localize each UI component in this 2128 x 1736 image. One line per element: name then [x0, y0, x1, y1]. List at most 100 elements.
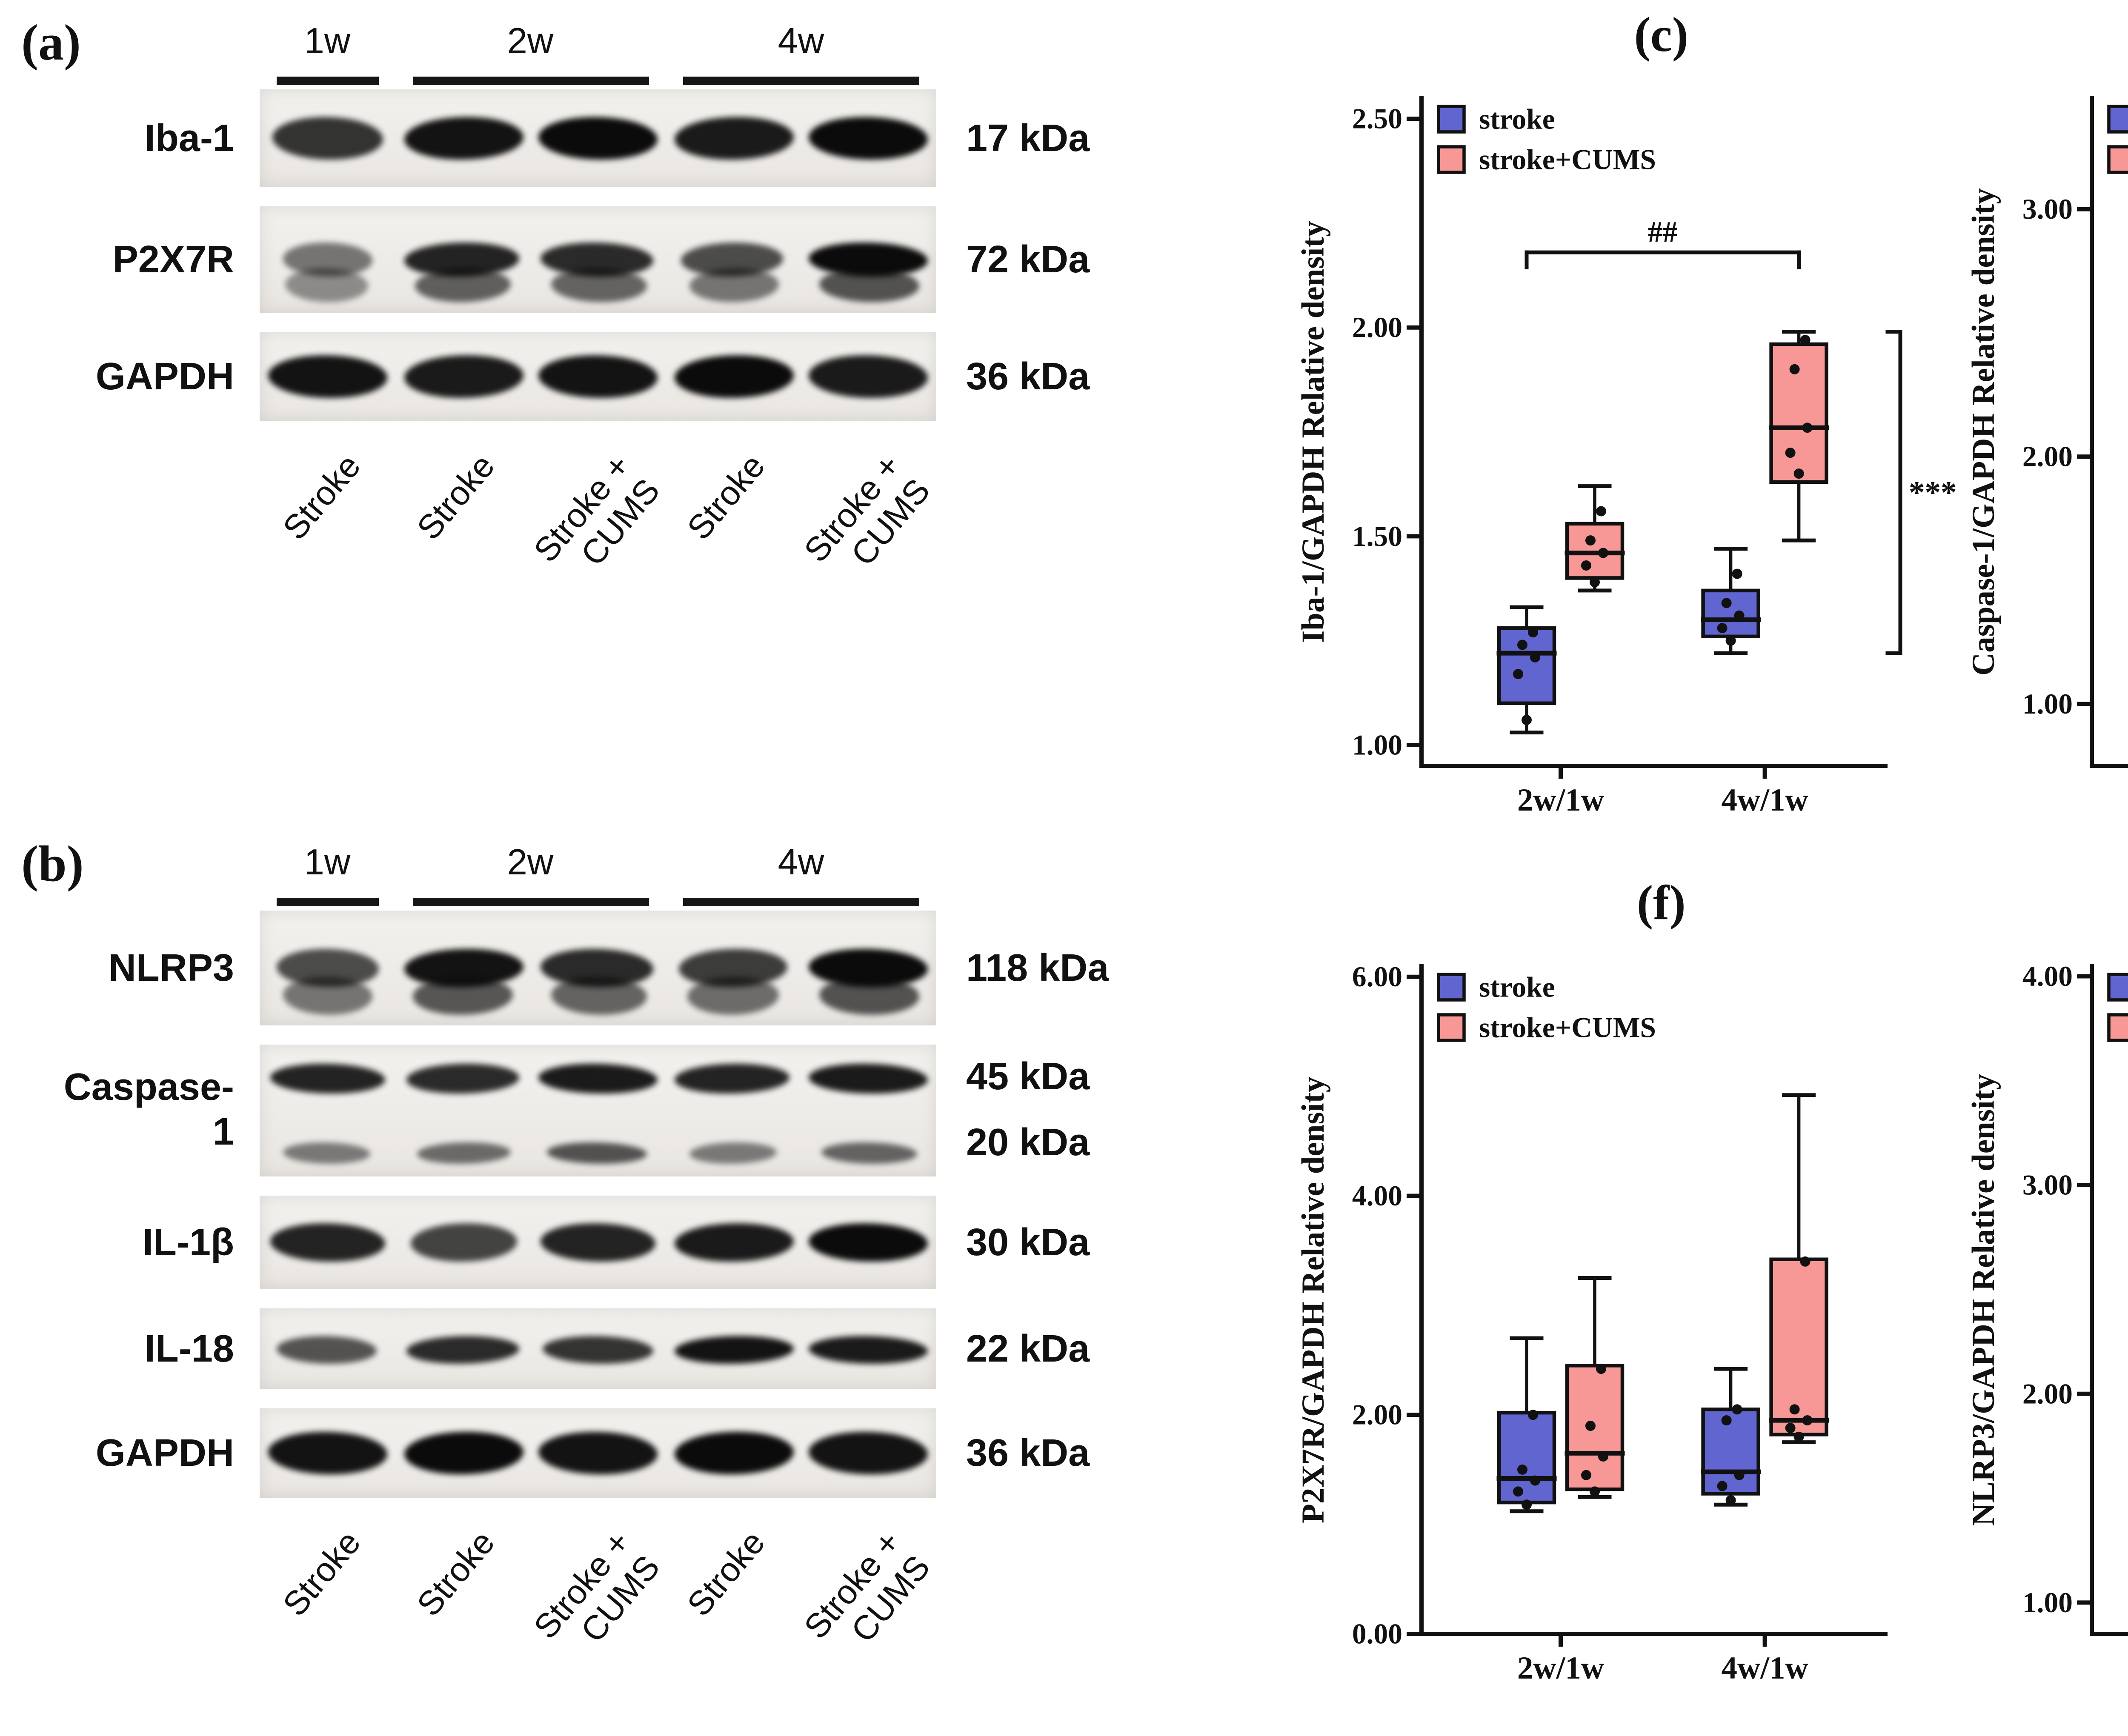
data-point	[1784, 1423, 1795, 1433]
blot-band	[674, 1222, 793, 1263]
kda-label: 20 kDa	[966, 1121, 1090, 1164]
y-tick-label: 6.00	[1351, 961, 1402, 993]
lane-label: Stroke + CUMS	[529, 1525, 668, 1650]
blot-band	[538, 354, 658, 399]
panel-label: (f)	[1636, 877, 1686, 930]
data-point	[1597, 548, 1608, 558]
y-tick-label: 1.50	[1351, 520, 1402, 552]
kda-label: 72 kDa	[966, 237, 1090, 280]
blot-row-Iba-1: Iba-1 17 kDa	[47, 89, 1290, 187]
data-point	[1731, 1404, 1742, 1415]
data-point	[1801, 423, 1812, 433]
kda-label: 36 kDa	[966, 354, 1090, 397]
data-point	[1589, 1486, 1599, 1497]
blot-band	[809, 116, 928, 161]
legend-label: stroke	[1478, 971, 1554, 1003]
blot-band	[689, 1141, 778, 1165]
protein-label: IL-18	[144, 1326, 234, 1369]
y-tick-label: 2.00	[2022, 441, 2073, 473]
data-point	[1801, 1415, 1812, 1426]
y-tick-label: 1.00	[2022, 1587, 2073, 1619]
blot-band	[821, 1141, 917, 1165]
blot-strip-GAPDH	[260, 332, 936, 421]
kda-labels: 22 kDa	[936, 1308, 1090, 1389]
time-label-4w: 4w	[778, 21, 824, 62]
blot-band	[269, 1062, 386, 1095]
y-axis-title: P2X7R/GAPDH Relative density	[1295, 1076, 1330, 1523]
data-point	[1731, 568, 1742, 579]
blot-band	[406, 1333, 520, 1364]
x-tick-label: 2w/1w	[1516, 1650, 1603, 1686]
box-stroke	[1700, 588, 1760, 639]
y-axis-title: Iba-1/GAPDH Relative density	[1295, 221, 1330, 643]
protein-label: NLRP3	[108, 945, 234, 988]
blot-row-NLRP3: NLRP3 118 kDa	[47, 911, 1290, 1025]
blot-band	[269, 1222, 386, 1263]
time-label-2w: 2w	[507, 842, 554, 883]
data-point	[1521, 1499, 1531, 1510]
y-tick-label: 3.00	[2022, 1169, 2073, 1201]
data-point	[1527, 1410, 1538, 1420]
blot-row-Caspase-1: Caspase-1 45 kDa 20 kDa	[47, 1045, 1290, 1176]
data-point	[1799, 1256, 1810, 1267]
blot-band	[403, 1430, 522, 1476]
protein-label: GAPDH	[95, 354, 234, 397]
box-stroke	[1496, 626, 1556, 705]
timepoint-header: 1w 2w 4w	[260, 21, 936, 89]
kda-labels: 36 kDa	[936, 1408, 1090, 1498]
blot-row-GAPDH: GAPDH 36 kDa	[47, 1408, 1290, 1498]
blot-strip-IL-18	[260, 1308, 936, 1389]
legend-swatch-stroke	[2107, 105, 2128, 134]
kda-label: 30 kDa	[966, 1220, 1090, 1263]
lane-label: Stroke	[683, 449, 774, 548]
blot-band	[271, 116, 383, 161]
y-tick-label: 1.00	[1351, 729, 1402, 761]
data-point	[1799, 335, 1810, 345]
lane-label: Stroke + CUMS	[799, 449, 938, 574]
y-tick-label: 4.00	[1351, 1180, 1402, 1212]
blot-band	[673, 1430, 793, 1476]
protein-label: Caspase-1	[63, 1066, 234, 1153]
blot-strip-GAPDH	[260, 1408, 936, 1498]
blot-band	[674, 1333, 793, 1364]
lane-label: Stroke	[277, 449, 368, 548]
kda-label: 36 kDa	[966, 1430, 1090, 1473]
panel-b-blot-body: 1w 2w 4w NLRP3 118 kDa Caspase-1 45 kDa 20 kDa I…	[47, 842, 1290, 1734]
data-point	[1529, 652, 1540, 662]
data-point	[1529, 1475, 1540, 1486]
kda-label: 17 kDa	[966, 116, 1090, 159]
group-underline	[682, 77, 919, 85]
blot-band	[267, 1430, 387, 1476]
blot-band	[809, 354, 928, 399]
chart-panel-c: (c) 1.00 1.50 2.00 2.50 Iba-1/GAPDH Relative …	[1290, 0, 1961, 868]
data-point	[1585, 1420, 1595, 1431]
data-point	[1720, 598, 1731, 608]
x-tick-label: 4w/1w	[1721, 782, 1808, 818]
legend-swatch-stroke	[1436, 973, 1465, 1002]
legend-swatch-stroke	[2107, 973, 2128, 1002]
blot-band	[538, 1430, 658, 1476]
data-point	[1793, 1431, 1803, 1442]
blot-band	[277, 1334, 378, 1364]
data-point	[1580, 1470, 1591, 1480]
kda-labels: 118 kDa	[936, 911, 1109, 1025]
data-point	[1595, 1364, 1606, 1374]
data-point	[1512, 1486, 1523, 1497]
panel-b-label: (b)	[21, 838, 84, 894]
timepoint-header: 1w 2w 4w	[260, 842, 936, 911]
blot-band	[809, 1062, 928, 1095]
lane-label: Stroke	[412, 449, 503, 548]
time-label-2w: 2w	[507, 21, 554, 62]
x-tick-label: 2w/1w	[1516, 782, 1603, 818]
blot-strip-NLRP3	[260, 911, 936, 1025]
lane-label: Stroke	[683, 1525, 774, 1624]
lane-label: Stroke	[412, 1525, 503, 1624]
data-point	[1516, 1464, 1527, 1475]
lane-label: Stroke	[277, 1525, 368, 1624]
y-axis-title: Caspase-1/GAPDH Relative density	[1966, 188, 2001, 676]
blot-band	[673, 116, 793, 161]
data-point	[1512, 669, 1523, 680]
group-underline	[277, 898, 378, 906]
panel-label: (c)	[1634, 9, 1689, 62]
